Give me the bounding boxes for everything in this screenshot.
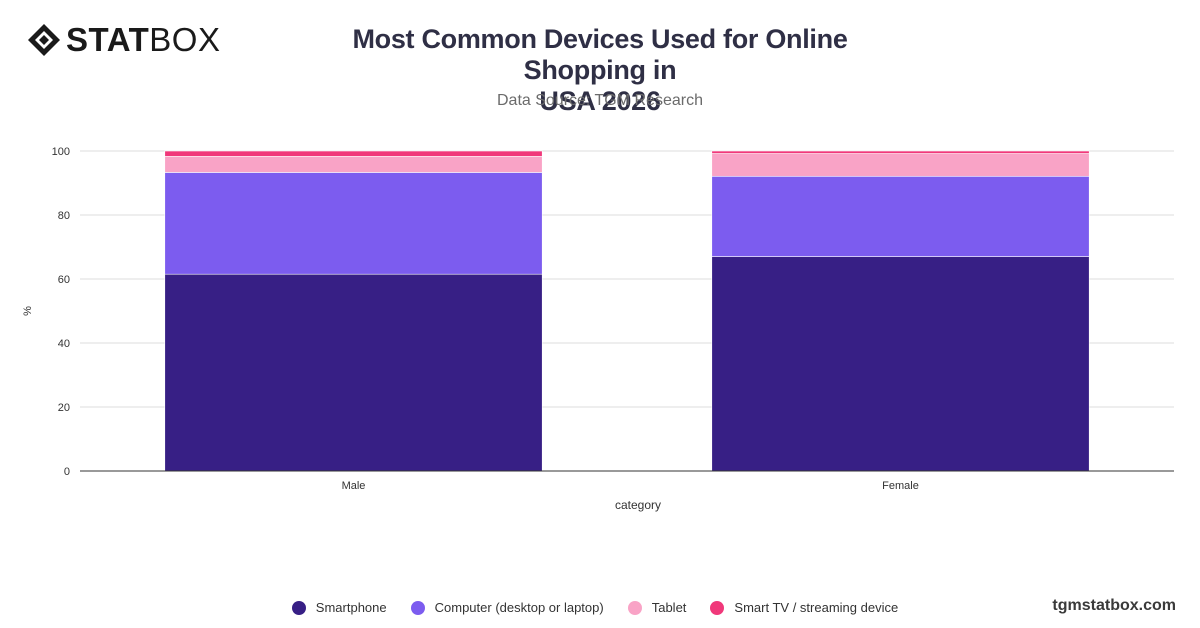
bar-segment (164, 150, 543, 157)
logo-text: STATBOX (66, 21, 221, 58)
bar-segment (711, 153, 1090, 177)
legend-label: Smartphone (315, 600, 387, 615)
x-tick-label: Male (342, 480, 366, 492)
legend-item[interactable]: Smartphone (291, 600, 387, 615)
legend-label: Smart TV / streaming device (734, 600, 899, 615)
legend-item[interactable]: Computer (desktop or laptop) (410, 600, 604, 615)
legend-label: Tablet (651, 600, 687, 615)
legend-swatch (627, 600, 642, 615)
y-axis-label: % (22, 306, 34, 316)
legend-swatch (291, 600, 306, 615)
x-axis-label: category (615, 498, 661, 512)
legend-item[interactable]: Smart TV / streaming device (710, 600, 898, 615)
bar-segment (711, 175, 1090, 257)
statbox-logo: STATBOX (26, 22, 220, 58)
y-tick-label: 40 (58, 338, 70, 350)
legend-item[interactable]: Tablet (627, 600, 687, 615)
x-tick-label: Female (882, 480, 919, 492)
y-tick-label: 100 (52, 146, 70, 158)
legend-swatch (410, 600, 425, 615)
y-tick-label: 20 (58, 402, 70, 414)
y-tick-label: 60 (58, 274, 70, 286)
diamond-logo-icon (28, 24, 60, 56)
bar-segment (164, 273, 543, 472)
y-tick-label: 80 (58, 210, 70, 222)
bar-segment (164, 172, 543, 275)
y-tick-label: 0 (64, 466, 70, 478)
watermark: tgmstatbox.com (1052, 597, 1176, 614)
stacked-bar-chart: 0 20 40 60 80 100 Male Female category% (22, 146, 1174, 512)
chart-title: Most Common Devices Used for Online Shop… (290, 24, 910, 117)
chart-title-line-1: Most Common Devices Used for Online Shop… (352, 24, 848, 85)
bar-segment (164, 156, 543, 173)
chart-title-line-2: USA 2026 (539, 86, 661, 116)
legend-label: Computer (desktop or laptop) (434, 600, 604, 615)
chart-subtitle: Data Source: TGM Research (496, 92, 703, 109)
chart-legend: Smartphone Computer (desktop or laptop) Ta… (0, 600, 1200, 615)
bar-segment (711, 256, 1090, 472)
bar-segment (711, 150, 1090, 154)
legend-swatch (710, 600, 725, 615)
